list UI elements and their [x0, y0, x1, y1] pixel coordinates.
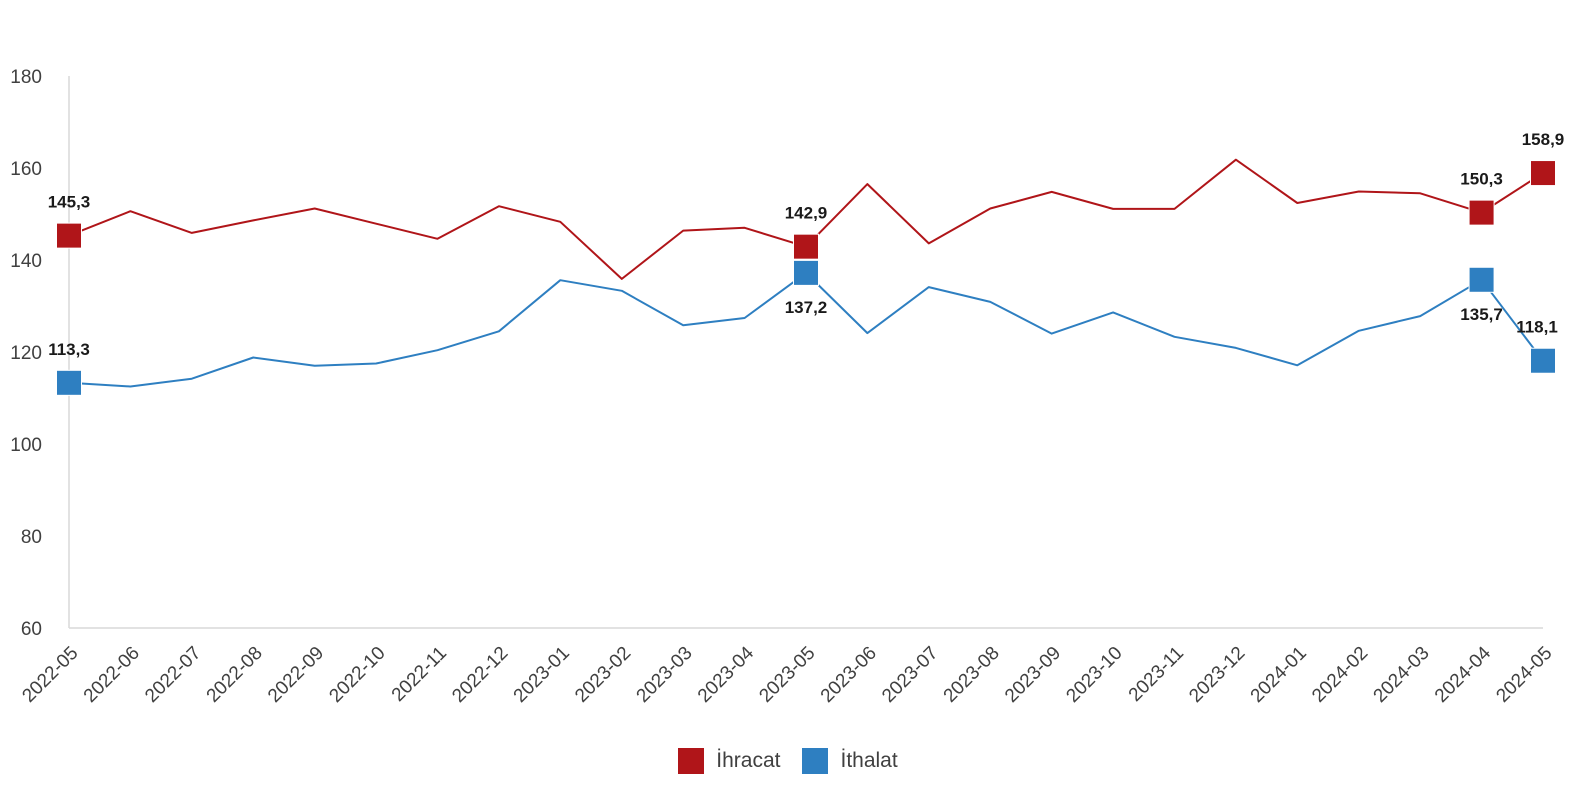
series-marker-ithalat	[793, 259, 819, 286]
data-label-ithalat: 135,7	[1460, 305, 1503, 324]
x-tick-label: 2022-06	[80, 643, 144, 707]
series-line-ithalat	[68, 271, 1544, 388]
x-tick-label: 2024-01	[1247, 643, 1311, 707]
x-tick-label: 2022-08	[203, 643, 267, 707]
x-tick-label: 2024-05	[1492, 643, 1556, 707]
legend-item-ihracat[interactable]: İhracat	[678, 748, 780, 774]
data-label-ithalat: 113,3	[48, 340, 90, 359]
legend-swatch-ithalat	[802, 748, 829, 774]
y-tick-label: 60	[21, 619, 42, 640]
legend: İhracat İthalat	[0, 748, 1576, 774]
x-tick-label: 2023-09	[1001, 643, 1065, 707]
series-marker-ihracat	[1530, 160, 1556, 187]
y-tick-label: 180	[10, 67, 42, 88]
series-marker-ithalat	[1468, 266, 1495, 293]
series-marker-ihracat	[793, 233, 819, 260]
x-tick-label: 2023-11	[1125, 643, 1188, 706]
data-label-ithalat: 118,1	[1516, 318, 1558, 337]
legend-swatch-ihracat	[678, 748, 705, 774]
y-tick-label: 160	[10, 159, 42, 180]
y-tick-label: 100	[10, 435, 42, 456]
data-label-ihracat: 145,3	[48, 193, 91, 212]
x-tick-label: 2023-07	[878, 643, 942, 707]
y-tick-label: 120	[10, 343, 42, 364]
series-markers	[56, 160, 1556, 396]
y-tick-label: 80	[21, 527, 42, 548]
line-chart: 60 80 100 120 140 160 180 2022-052022-062022-07…	[10, 67, 1565, 707]
x-tick-label: 2022-09	[264, 643, 328, 707]
axes: 60 80 100 120 140 160 180 2022-052022-062022-07…	[10, 67, 1556, 707]
x-tick-label: 2022-10	[325, 643, 389, 707]
x-tick-label: 2023-05	[755, 643, 819, 707]
y-tick-label: 140	[10, 251, 42, 272]
data-label-ihracat: 150,3	[1460, 170, 1503, 189]
x-tick-label: 2024-04	[1431, 642, 1495, 706]
data-label-ithalat: 137,2	[785, 298, 828, 317]
data-labels: 145,3 142,9 150,3 158,9 113,3 137,2 135,7 118,1	[48, 130, 1565, 359]
x-tick-label: 2022-07	[141, 643, 205, 707]
x-tick-label: 2024-03	[1370, 643, 1434, 707]
x-tick-label: 2023-10	[1062, 643, 1126, 707]
legend-label-ihracat: İhracat	[716, 749, 781, 772]
x-tick-label: 2023-12	[1185, 643, 1249, 707]
x-tick-label: 2024-02	[1308, 643, 1372, 707]
x-tick-label: 2022-12	[448, 643, 512, 707]
legend-label-ithalat: İthalat	[840, 749, 898, 772]
x-tick-label: 2022-05	[18, 643, 82, 707]
x-tick-label: 2023-01	[510, 643, 574, 707]
x-tick-label: 2023-06	[817, 643, 881, 707]
x-tick-label: 2022-11	[388, 643, 451, 706]
series-marker-ithalat	[56, 369, 82, 396]
x-tick-label: 2023-03	[633, 643, 697, 707]
x-tick-label: 2023-04	[694, 642, 758, 706]
legend-item-ithalat[interactable]: İthalat	[802, 748, 898, 774]
series-marker-ithalat	[1530, 347, 1556, 374]
x-tick-label: 2023-08	[940, 643, 1004, 707]
series-marker-ihracat	[1468, 199, 1495, 226]
x-tick-label: 2023-02	[571, 643, 635, 707]
data-label-ihracat: 142,9	[785, 204, 828, 223]
data-label-ihracat: 158,9	[1522, 130, 1565, 149]
series-marker-ihracat	[56, 222, 82, 249]
